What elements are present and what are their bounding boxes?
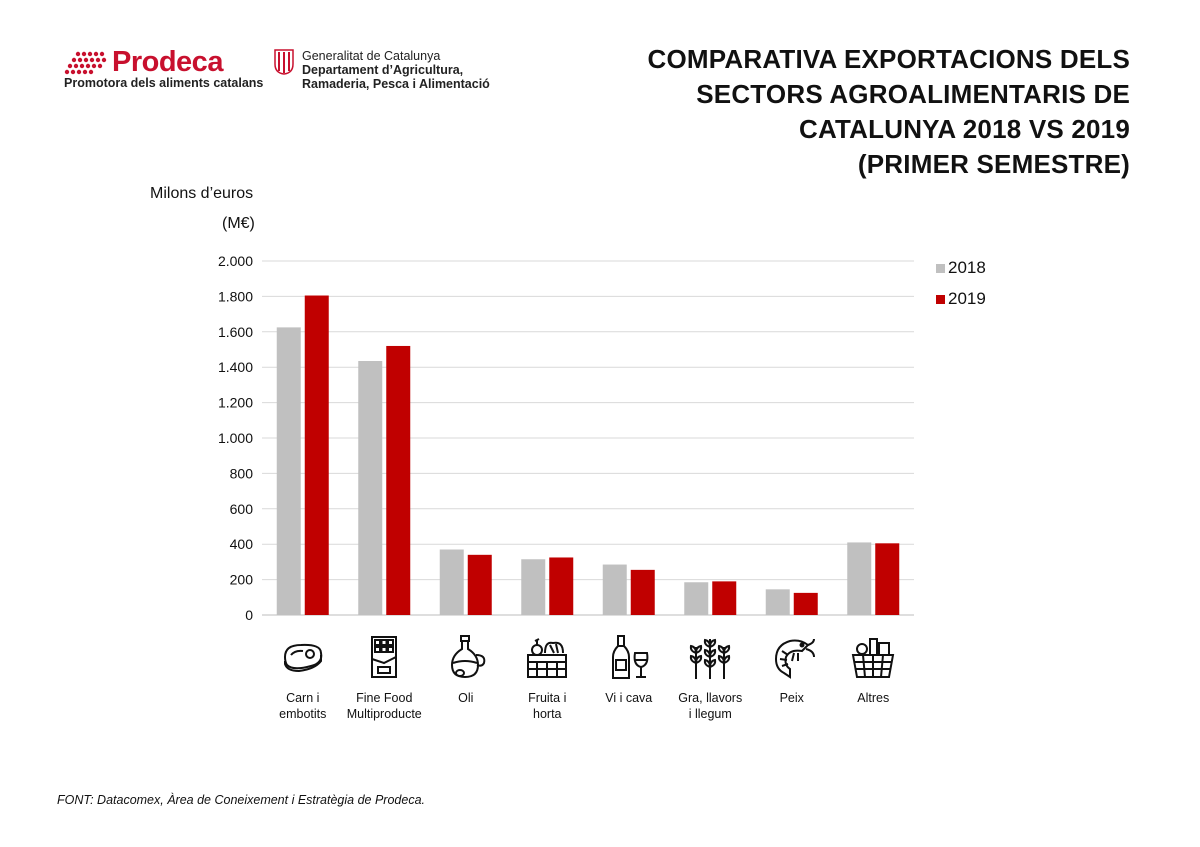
bar-2018 [847, 542, 872, 615]
chocolate-icon [371, 636, 398, 678]
gencat-line-2: Departament d’Agricultura, [302, 63, 464, 77]
meat-icon [283, 643, 323, 673]
title-line-1: COMPARATIVA EXPORTACIONS DELS [647, 44, 1130, 74]
source-footnote: FONT: Datacomex, Àrea de Coneixement i E… [57, 793, 425, 807]
chart-title: COMPARATIVA EXPORTACIONS DELS SECTORS AG… [570, 42, 1130, 182]
basket-icon [852, 638, 895, 678]
gencat-line-1: Generalitat de Catalunya [302, 49, 441, 63]
y-tick-label: 800 [230, 465, 254, 481]
wine-icon [611, 635, 649, 679]
category-label: Peix [779, 691, 804, 705]
y-tick-label: 1.600 [218, 324, 253, 340]
bar-2019 [467, 554, 492, 615]
legend-swatch-2019 [936, 295, 945, 304]
y-tick-label: 200 [230, 572, 254, 588]
gencat-logo: Generalitat de Catalunya Departament d’A… [274, 47, 514, 91]
bar-2018 [765, 589, 790, 615]
title-line-3: CATALUNYA 2018 VS 2019 [799, 114, 1130, 144]
bar-2018 [684, 582, 709, 615]
y-tick-label: 1.400 [218, 359, 253, 375]
y-axis-label: Milons d’euros [150, 185, 254, 202]
gencat-line-3: Ramaderia, Pesca i Alimentació [302, 77, 490, 91]
legend-swatch-2018 [936, 264, 945, 273]
bar-2019 [549, 557, 574, 615]
bar-2018 [521, 559, 546, 615]
y-tick-label: 0 [245, 607, 253, 623]
vegetable-crate-icon [527, 638, 568, 678]
bar-2018 [602, 564, 627, 615]
oil-bottle-icon [450, 635, 486, 679]
bar-2019 [304, 295, 329, 615]
category-label: Altres [857, 691, 890, 705]
category-label: Fine Food Multiproducte [346, 691, 422, 721]
y-tick-label: 600 [230, 501, 254, 517]
y-tick-label: 400 [230, 536, 254, 552]
category-label: Oli [458, 691, 474, 705]
y-tick-label: 1.000 [218, 430, 253, 446]
bar-2019 [386, 345, 411, 615]
bar-2019 [712, 581, 737, 615]
bar-2018 [358, 361, 383, 615]
legend-label-2019: 2019 [948, 289, 986, 308]
bar-2019 [630, 569, 655, 615]
shrimp-icon [774, 638, 815, 679]
bar-2019 [793, 592, 818, 615]
category-label: Gra, llavors i llegum [678, 691, 743, 721]
gencat-emblem-icon [274, 49, 294, 75]
y-tick-label: 1.800 [218, 288, 253, 304]
title-line-4: (PRIMER SEMESTRE) [857, 149, 1130, 179]
bar-2019 [875, 543, 900, 615]
bar-2018 [439, 549, 464, 615]
category-label: Vi i cava [605, 691, 653, 705]
chart-legend: 2018 2019 [936, 258, 1026, 318]
y-tick-label: 1.200 [218, 395, 253, 411]
prodeca-tagline: Promotora dels aliments catalans [64, 76, 264, 90]
legend-label-2018: 2018 [948, 258, 986, 277]
bar-2018 [276, 327, 301, 615]
y-tick-label: 2.000 [218, 253, 253, 269]
prodeca-dots-icon [64, 51, 107, 75]
title-line-2: SECTORS AGROALIMENTARIS DE [696, 79, 1130, 109]
y-axis-unit: (M€) [222, 215, 255, 232]
category-label: Carn i embotits [279, 691, 327, 721]
prodeca-logo: Prodeca Promotora dels aliments catalans [64, 46, 264, 92]
prodeca-name: Prodeca [112, 46, 223, 78]
category-label: Fruita i horta [528, 691, 567, 721]
grain-icon [690, 638, 731, 679]
